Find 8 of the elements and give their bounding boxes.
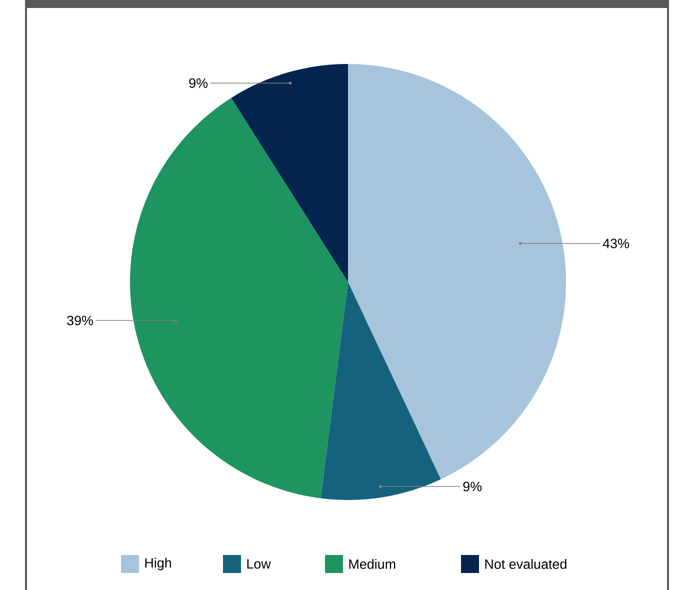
data-label: 43% <box>602 238 629 248</box>
data-label: 9% <box>189 78 208 88</box>
data-label: 39% <box>67 316 94 326</box>
data-label: 9% <box>463 482 482 492</box>
legend-label: Low <box>247 559 271 569</box>
legend-label: High <box>145 558 171 570</box>
legend-label: Not evaluated <box>485 559 566 569</box>
legend-label: Medium <box>349 559 396 569</box>
